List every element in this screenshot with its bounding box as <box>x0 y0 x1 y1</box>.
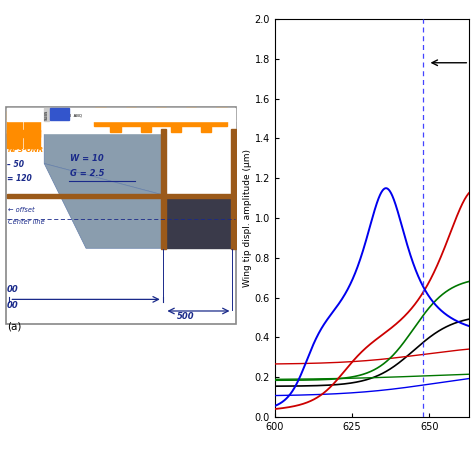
Bar <box>166 224 232 225</box>
Bar <box>166 199 232 200</box>
Text: = 120: = 120 <box>7 174 31 183</box>
Bar <box>166 237 232 238</box>
Polygon shape <box>44 164 163 248</box>
Bar <box>166 217 232 219</box>
Bar <box>166 247 232 248</box>
Bar <box>25 111 39 131</box>
Bar <box>44 108 49 120</box>
Bar <box>126 109 136 120</box>
Bar <box>166 207 232 209</box>
Bar <box>186 109 196 120</box>
Bar <box>7 108 236 120</box>
Bar <box>7 130 22 148</box>
Bar <box>94 119 227 126</box>
Text: I  ABQ: I ABQ <box>70 113 82 118</box>
Text: ← offset: ← offset <box>8 207 34 213</box>
Text: NPS-ONR: NPS-ONR <box>8 147 44 153</box>
Bar <box>166 227 232 228</box>
Bar <box>166 210 232 212</box>
Bar <box>166 236 232 237</box>
Bar <box>166 206 232 207</box>
Bar <box>166 219 232 220</box>
Bar <box>166 220 232 222</box>
Bar <box>166 212 232 213</box>
Bar <box>155 109 166 120</box>
Bar <box>166 230 232 232</box>
Y-axis label: Wing tip displ. amplitude (μm): Wing tip displ. amplitude (μm) <box>243 149 252 287</box>
Bar <box>161 128 166 249</box>
Bar <box>166 229 232 230</box>
Bar <box>166 244 232 245</box>
Text: Center line: Center line <box>8 219 44 225</box>
Bar <box>166 216 232 217</box>
Bar <box>166 214 232 215</box>
Bar <box>141 119 151 132</box>
Bar <box>231 128 236 249</box>
Bar <box>166 222 232 223</box>
Bar <box>95 109 106 120</box>
Bar <box>7 111 22 131</box>
Bar <box>25 130 39 148</box>
Text: W = 10: W = 10 <box>70 154 103 163</box>
Text: 00: 00 <box>7 285 19 294</box>
Text: 500: 500 <box>177 312 194 321</box>
Bar <box>171 119 181 132</box>
Text: 00: 00 <box>7 301 19 310</box>
Bar <box>166 232 232 233</box>
Text: – 50: – 50 <box>7 160 24 169</box>
Bar <box>166 239 232 240</box>
Bar <box>166 226 232 227</box>
Bar <box>216 109 227 120</box>
Bar <box>7 120 236 133</box>
Bar <box>166 209 232 210</box>
Bar <box>166 242 232 243</box>
Bar <box>166 234 232 235</box>
Bar <box>166 202 232 203</box>
Bar <box>201 119 211 132</box>
Text: G = 2.5: G = 2.5 <box>70 169 104 178</box>
Bar <box>110 119 121 132</box>
Bar <box>7 130 40 137</box>
Text: SUBS: SUBS <box>45 109 49 120</box>
Bar <box>166 240 232 242</box>
Polygon shape <box>44 133 163 195</box>
Text: (a): (a) <box>7 321 21 332</box>
Bar <box>7 194 236 198</box>
Bar <box>166 204 232 205</box>
Bar <box>50 109 69 120</box>
